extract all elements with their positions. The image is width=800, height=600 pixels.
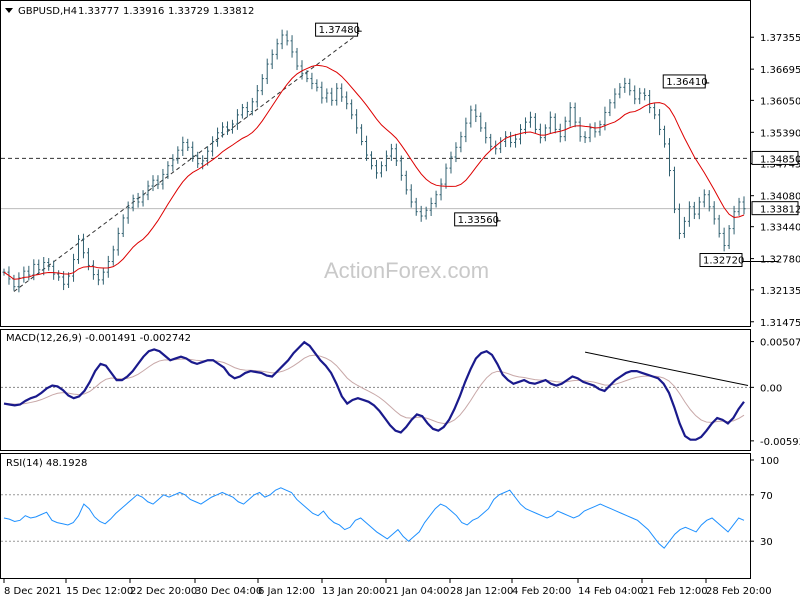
price-header-open: 1.33777 (78, 6, 119, 17)
price-header-close: 1.33812 (213, 6, 254, 17)
header-triangle-icon (5, 8, 13, 13)
macd-y-tick-label: 0.00 (760, 383, 782, 394)
price-header-low: 1.33729 (168, 6, 209, 17)
price-y-tick-label: 1.32780 (760, 255, 800, 266)
price-y-tick-label: 1.35390 (760, 128, 800, 139)
price-annotation-label: 1.33560 (458, 215, 499, 226)
price-layer: 1.37480 1.33560 1.36410 1.32720 (1, 22, 779, 293)
x-tick-label: 6 Jan 12:00 (258, 586, 315, 597)
price-y-tick-label: 1.36050 (760, 96, 800, 107)
x-tick-label: 4 Feb 20:00 (512, 586, 571, 597)
x-tick-label: 15 Dec 12:00 (66, 586, 133, 597)
x-tick-label: 21 Jan 04:00 (386, 586, 449, 597)
x-tick-label: 21 Feb 12:00 (642, 586, 708, 597)
axis-layer: 1.37355 1.36695 1.36050 1.35390 1.34745 1.340… (3, 33, 800, 597)
rsi-layer (1, 487, 750, 549)
rsi-line (3, 487, 745, 549)
rsi-y-tick-label: 70 (760, 491, 773, 502)
price-annotation-label: 1.37480 (319, 25, 360, 36)
price-header-high: 1.33916 (123, 6, 164, 17)
macd-label: MACD(12,26,9) -0.001491 -0.002742 (6, 333, 191, 344)
macd-layer (1, 340, 750, 441)
price-annotation-box (315, 22, 359, 37)
price-annotation-label: 1.32720 (703, 256, 744, 267)
x-tick-label: 28 Feb 20:00 (706, 586, 772, 597)
trendline (13, 30, 362, 292)
last-price-label: 1.33812 (760, 205, 800, 216)
macd-signal-line (3, 354, 745, 424)
price-y-tick-label: 1.31475 (760, 318, 800, 329)
watermark: ActionForex.com (324, 258, 489, 283)
macd-panel-frame (0, 329, 751, 451)
price-y-tick-label: 1.32135 (760, 286, 800, 297)
macd-line (3, 340, 745, 441)
x-tick-label: 30 Dec 04:00 (195, 586, 262, 597)
price-annotation-box (454, 212, 498, 227)
resistance-level-tag (751, 150, 799, 165)
rsi-y-tick-label: 30 (760, 537, 773, 548)
x-tick-label: 14 Feb 04:00 (578, 586, 644, 597)
rsi-panel-frame (0, 453, 751, 579)
macd-y-tick-label: -0.00593 (760, 437, 800, 448)
price-annotation-label: 1.36410 (666, 77, 707, 88)
price-header-symbol: GBPUSD,H4 (18, 6, 77, 17)
x-tick-label: 13 Jan 20:00 (322, 586, 385, 597)
price-y-tick-label: 1.36695 (760, 65, 800, 76)
price-annotation-box (699, 253, 743, 268)
rsi-y-tick-label: 100 (760, 456, 779, 467)
price-y-tick-label: 1.33440 (760, 223, 800, 234)
moving-average-line (3, 64, 745, 280)
price-y-tick-label: 1.34745 (760, 160, 800, 171)
price-annotation-box (662, 74, 706, 89)
price-y-tick-label: 1.37355 (760, 33, 800, 44)
x-tick-label: 22 Dec 20:00 (130, 586, 197, 597)
last-price-tag (751, 201, 799, 216)
resistance-level-label: 1.34850 (760, 154, 800, 165)
x-tick-label: 8 Dec 2021 (4, 586, 62, 597)
rsi-label: RSI(14) 48.1928 (6, 458, 87, 469)
price-y-tick-label: 1.34080 (760, 192, 800, 203)
macd-divergence-line (584, 351, 749, 387)
macd-y-tick-label: 0.00507 (760, 338, 800, 349)
x-tick-label: 28 Jan 12:00 (450, 586, 513, 597)
